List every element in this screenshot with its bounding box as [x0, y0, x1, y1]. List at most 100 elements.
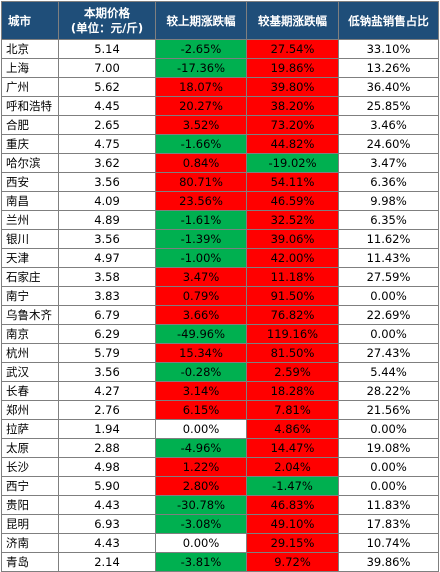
price-cell: 3.62 — [59, 154, 156, 173]
city-cell: 太原 — [2, 439, 59, 458]
yoy-change-cell: 46.83% — [247, 496, 339, 515]
price-cell: 3.56 — [59, 230, 156, 249]
yoy-change-cell: 54.11% — [247, 173, 339, 192]
header-yoy-change: 较基期涨跌幅 — [247, 2, 339, 40]
price-cell: 5.14 — [59, 40, 156, 59]
header-low-sodium-share: 低钠盐销售占比 — [339, 2, 439, 40]
price-cell: 4.98 — [59, 458, 156, 477]
mom-change-cell: 6.15% — [156, 401, 247, 420]
table-row: 哈尔滨 3.62 0.84% -19.02% 3.47% — [2, 154, 439, 173]
city-cell: 郑州 — [2, 401, 59, 420]
mom-change-cell: -1.66% — [156, 135, 247, 154]
price-cell: 4.09 — [59, 192, 156, 211]
yoy-change-cell: 39.06% — [247, 230, 339, 249]
header-price-title: 本期价格 — [84, 5, 130, 20]
yoy-change-cell: 38.20% — [247, 97, 339, 116]
low-sodium-share-cell: 22.69% — [339, 306, 439, 325]
table-row: 兰州 4.89 -1.61% 32.52% 6.35% — [2, 211, 439, 230]
mom-change-cell: 3.66% — [156, 306, 247, 325]
low-sodium-share-cell: 0.00% — [339, 477, 439, 496]
header-price-unit: (单位：元/斤) — [70, 20, 144, 35]
mom-change-cell: -2.65% — [156, 40, 247, 59]
low-sodium-share-cell: 17.83% — [339, 515, 439, 534]
yoy-change-cell: 29.15% — [247, 534, 339, 553]
price-cell: 4.89 — [59, 211, 156, 230]
yoy-change-cell: 81.50% — [247, 344, 339, 363]
low-sodium-share-cell: 19.08% — [339, 439, 439, 458]
table-row: 重庆 4.75 -1.66% 44.82% 24.60% — [2, 135, 439, 154]
price-cell: 6.29 — [59, 325, 156, 344]
table-row: 南宁 3.83 0.79% 91.50% 0.00% — [2, 287, 439, 306]
mom-change-cell: -1.00% — [156, 249, 247, 268]
mom-change-cell: 1.22% — [156, 458, 247, 477]
mom-change-cell: 3.47% — [156, 268, 247, 287]
city-cell: 哈尔滨 — [2, 154, 59, 173]
yoy-change-cell: 49.10% — [247, 515, 339, 534]
yoy-change-cell: 14.47% — [247, 439, 339, 458]
header-mom-change: 较上期涨跌幅 — [156, 2, 247, 40]
mom-change-cell: 0.84% — [156, 154, 247, 173]
city-cell: 石家庄 — [2, 268, 59, 287]
mom-change-cell: 0.79% — [156, 287, 247, 306]
yoy-change-cell: 39.80% — [247, 78, 339, 97]
mom-change-cell: -3.08% — [156, 515, 247, 534]
low-sodium-share-cell: 27.59% — [339, 268, 439, 287]
price-cell: 2.14 — [59, 553, 156, 572]
yoy-change-cell: 7.81% — [247, 401, 339, 420]
city-cell: 呼和浩特 — [2, 97, 59, 116]
city-cell: 拉萨 — [2, 420, 59, 439]
price-cell: 5.79 — [59, 344, 156, 363]
low-sodium-share-cell: 0.00% — [339, 458, 439, 477]
mom-change-cell: -17.36% — [156, 59, 247, 78]
low-sodium-share-cell: 25.85% — [339, 97, 439, 116]
mom-change-cell: 23.56% — [156, 192, 247, 211]
table-row: 乌鲁木齐 6.79 3.66% 76.82% 22.69% — [2, 306, 439, 325]
table-row: 合肥 2.65 3.52% 73.20% 3.46% — [2, 116, 439, 135]
table-row: 上海 7.00 -17.36% 19.86% 13.26% — [2, 59, 439, 78]
table-row: 杭州 5.79 15.34% 81.50% 27.43% — [2, 344, 439, 363]
mom-change-cell: -30.78% — [156, 496, 247, 515]
header-price: 本期价格 (单位：元/斤) — [59, 2, 156, 40]
yoy-change-cell: 73.20% — [247, 116, 339, 135]
city-cell: 杭州 — [2, 344, 59, 363]
low-sodium-share-cell: 27.43% — [339, 344, 439, 363]
city-cell: 南京 — [2, 325, 59, 344]
city-cell: 济南 — [2, 534, 59, 553]
price-cell: 3.56 — [59, 363, 156, 382]
table-row: 长春 4.27 3.14% 18.28% 28.22% — [2, 382, 439, 401]
yoy-change-cell: 11.18% — [247, 268, 339, 287]
yoy-change-cell: 18.28% — [247, 382, 339, 401]
table-row: 石家庄 3.58 3.47% 11.18% 27.59% — [2, 268, 439, 287]
mom-change-cell: -0.28% — [156, 363, 247, 382]
price-cell: 2.88 — [59, 439, 156, 458]
yoy-change-cell: 4.86% — [247, 420, 339, 439]
mom-change-cell: 2.80% — [156, 477, 247, 496]
price-cell: 4.45 — [59, 97, 156, 116]
city-cell: 长沙 — [2, 458, 59, 477]
table-row: 拉萨 1.94 0.00% 4.86% 0.00% — [2, 420, 439, 439]
price-cell: 4.97 — [59, 249, 156, 268]
low-sodium-share-cell: 13.26% — [339, 59, 439, 78]
yoy-change-cell: 44.82% — [247, 135, 339, 154]
low-sodium-share-cell: 5.44% — [339, 363, 439, 382]
price-cell: 6.93 — [59, 515, 156, 534]
price-cell: 2.65 — [59, 116, 156, 135]
low-sodium-share-cell: 39.86% — [339, 553, 439, 572]
city-cell: 天津 — [2, 249, 59, 268]
price-cell: 4.27 — [59, 382, 156, 401]
mom-change-cell: 0.00% — [156, 420, 247, 439]
city-cell: 昆明 — [2, 515, 59, 534]
table-row: 济南 4.43 0.00% 29.15% 10.74% — [2, 534, 439, 553]
price-cell: 6.79 — [59, 306, 156, 325]
low-sodium-share-cell: 10.74% — [339, 534, 439, 553]
low-sodium-share-cell: 11.83% — [339, 496, 439, 515]
low-sodium-share-cell: 0.00% — [339, 420, 439, 439]
price-cell: 4.75 — [59, 135, 156, 154]
low-sodium-share-cell: 0.00% — [339, 325, 439, 344]
low-sodium-share-cell: 24.60% — [339, 135, 439, 154]
city-cell: 贵阳 — [2, 496, 59, 515]
yoy-change-cell: 2.04% — [247, 458, 339, 477]
city-cell: 合肥 — [2, 116, 59, 135]
yoy-change-cell: 27.54% — [247, 40, 339, 59]
